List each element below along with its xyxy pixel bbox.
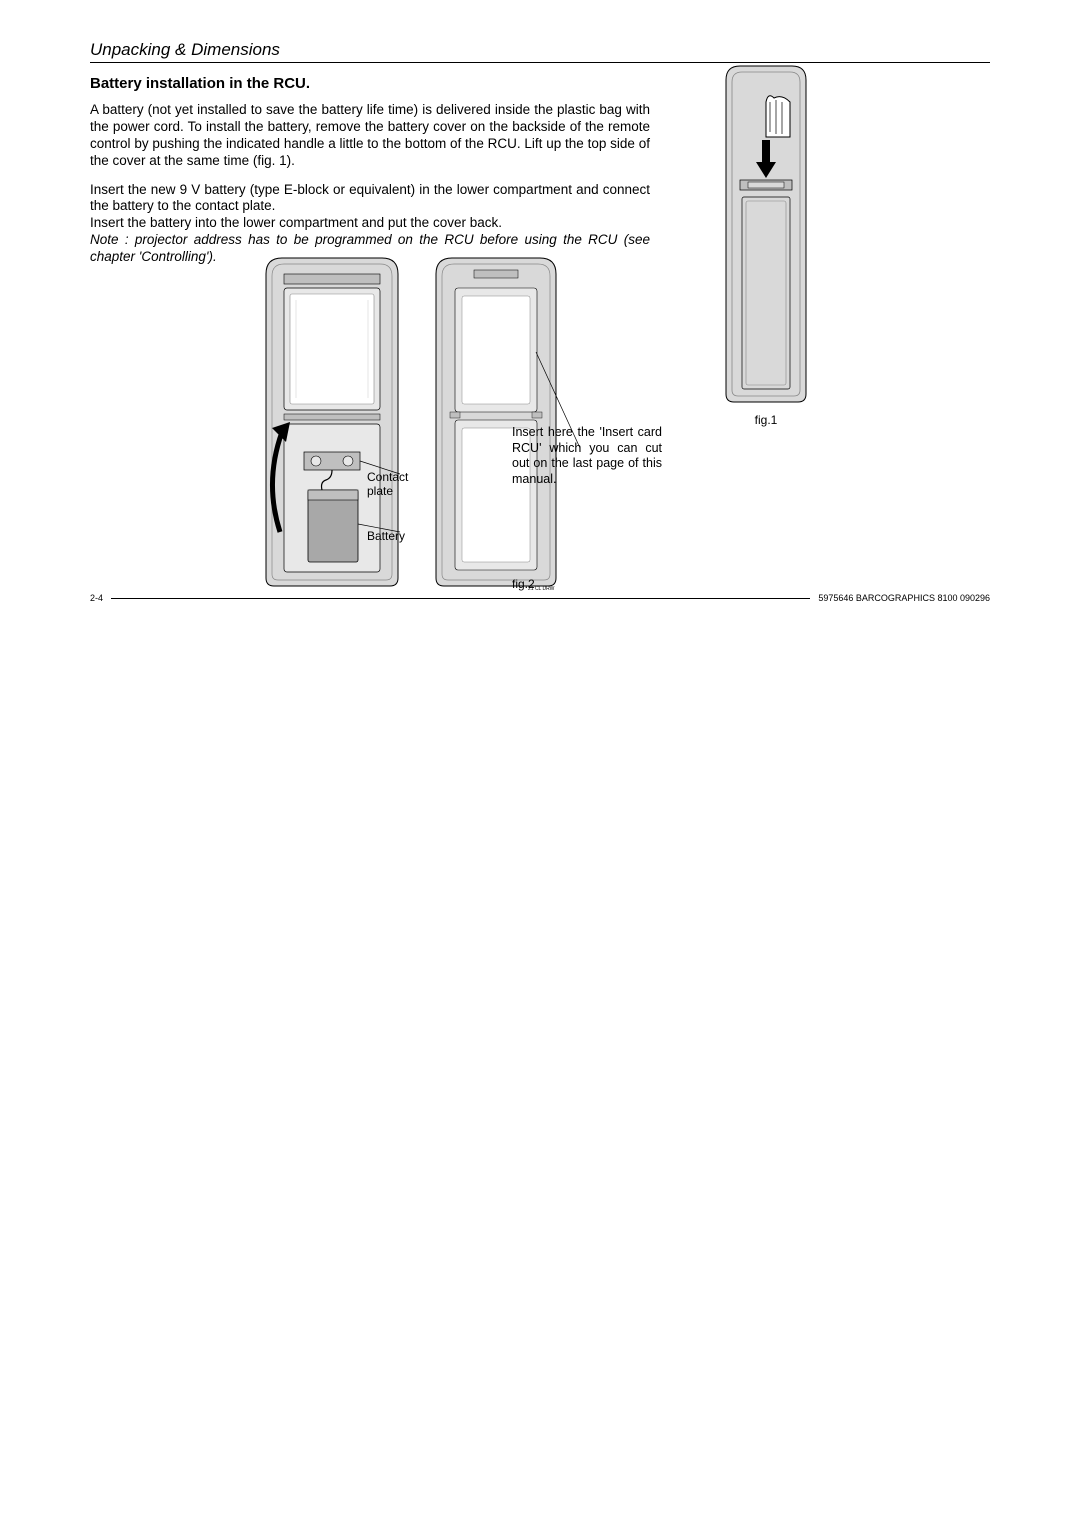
figure-1: fig.1 <box>720 62 812 427</box>
rcu-open-fig2-svg: 21 CL DRW <box>260 252 690 592</box>
paragraph-1: A battery (not yet installed to save the… <box>90 102 650 170</box>
paragraph-2b: Insert the battery into the lower compar… <box>90 215 650 232</box>
footer-doc-id: 5975646 BARCOGRAPHICS 8100 090296 <box>810 593 990 603</box>
section-header: Unpacking & Dimensions <box>90 40 990 63</box>
footer-page-number: 2-4 <box>90 593 111 603</box>
body-text: A battery (not yet installed to save the… <box>90 102 650 266</box>
insert-card-note: Insert here the 'Insert card RCU' which … <box>512 425 662 488</box>
figure-2: 21 CL DRW <box>260 252 690 592</box>
label-contact-plate: Contactplate <box>367 470 408 499</box>
fig2-caption: fig.2 <box>512 577 535 591</box>
label-battery: Battery <box>367 529 405 543</box>
rcu-back-fig1-svg <box>720 62 812 407</box>
page-footer: 2-4 5975646 BARCOGRAPHICS 8100 090296 <box>90 593 990 603</box>
paragraph-2a: Insert the new 9 V battery (type E-block… <box>90 182 650 216</box>
fig1-caption: fig.1 <box>720 413 812 427</box>
footer-rule <box>111 598 810 599</box>
sub-heading: Battery installation in the RCU. <box>90 75 990 92</box>
